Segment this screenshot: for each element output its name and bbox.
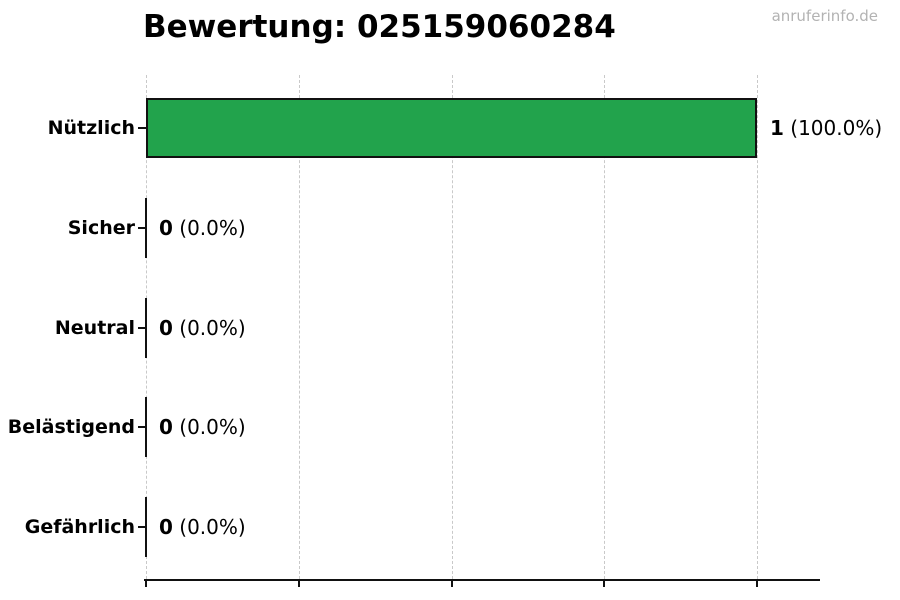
zero-value-bar <box>145 197 147 258</box>
value-number: 0 <box>159 515 173 539</box>
x-axis-tick <box>145 581 147 587</box>
value-label: 0 (0.0%) <box>159 315 246 340</box>
y-axis-tick <box>138 426 146 429</box>
value-label: 0 (0.0%) <box>159 215 246 240</box>
x-gridline <box>757 75 758 579</box>
category-label: Neutral <box>54 316 135 339</box>
value-number: 0 <box>159 415 173 440</box>
value-label: 1 (100.0%) <box>770 116 883 140</box>
zero-value-bar <box>145 397 147 458</box>
y-axis-tick <box>138 226 146 229</box>
x-gridline <box>604 75 606 579</box>
chart-title: Bewertung: 025159060284 <box>143 9 616 45</box>
x-axis-tick <box>297 581 300 587</box>
y-axis-tick <box>138 326 146 329</box>
category-label: Gefährlich <box>24 516 135 538</box>
x-axis-tick <box>603 581 606 587</box>
x-axis-tick <box>756 581 758 587</box>
x-axis-line <box>144 579 820 581</box>
zero-value-bar <box>145 297 147 358</box>
watermark-text: anruferinfo.de <box>771 7 878 25</box>
value-number: 1 <box>770 116 784 140</box>
category-label: Sicher <box>67 216 135 239</box>
bar <box>146 98 757 158</box>
zero-value-bar <box>145 497 147 557</box>
value-label: 0 (0.0%) <box>159 515 246 539</box>
x-gridline <box>298 75 300 579</box>
value-number: 0 <box>159 215 173 240</box>
category-label: Belästigend <box>7 416 135 439</box>
value-number: 0 <box>159 315 173 340</box>
x-gridline <box>451 75 453 579</box>
category-label: Nützlich <box>47 117 135 139</box>
y-axis-tick <box>138 526 146 528</box>
y-axis-tick <box>138 127 146 129</box>
x-axis-tick <box>450 581 453 587</box>
value-label: 0 (0.0%) <box>159 415 246 440</box>
